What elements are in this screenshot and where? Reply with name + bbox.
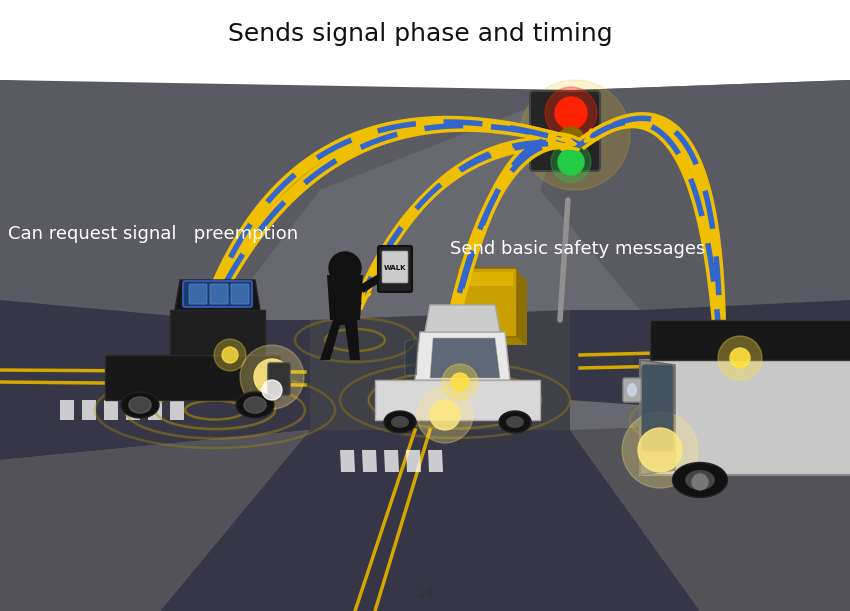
Circle shape (222, 347, 238, 363)
Text: Can request signal   preemption: Can request signal preemption (8, 225, 298, 243)
FancyBboxPatch shape (530, 91, 600, 171)
Ellipse shape (384, 411, 416, 433)
Circle shape (545, 87, 597, 139)
Polygon shape (360, 270, 387, 293)
Ellipse shape (244, 397, 266, 413)
FancyBboxPatch shape (458, 268, 517, 337)
Polygon shape (460, 335, 527, 345)
Circle shape (451, 373, 469, 391)
Polygon shape (340, 450, 355, 472)
Polygon shape (310, 310, 570, 430)
Circle shape (442, 364, 478, 400)
Polygon shape (462, 272, 513, 286)
Circle shape (551, 142, 591, 182)
FancyBboxPatch shape (183, 281, 252, 307)
Polygon shape (405, 338, 417, 375)
Polygon shape (650, 320, 850, 360)
Polygon shape (0, 300, 310, 460)
Polygon shape (430, 338, 500, 378)
Polygon shape (384, 450, 399, 472)
Ellipse shape (506, 416, 524, 428)
Polygon shape (362, 450, 377, 472)
Circle shape (638, 428, 682, 472)
Polygon shape (570, 300, 850, 420)
Polygon shape (126, 400, 140, 420)
Polygon shape (327, 275, 363, 320)
Polygon shape (175, 280, 260, 310)
FancyBboxPatch shape (268, 363, 290, 395)
FancyBboxPatch shape (642, 365, 673, 451)
Polygon shape (0, 80, 850, 611)
Ellipse shape (236, 392, 274, 418)
Ellipse shape (129, 397, 151, 413)
Polygon shape (515, 270, 527, 345)
Ellipse shape (121, 392, 159, 418)
FancyBboxPatch shape (378, 246, 412, 292)
Circle shape (520, 80, 630, 190)
Circle shape (558, 127, 584, 153)
FancyBboxPatch shape (231, 284, 249, 304)
Circle shape (430, 400, 460, 430)
Polygon shape (0, 80, 575, 320)
Polygon shape (0, 0, 850, 100)
Circle shape (622, 412, 698, 488)
Polygon shape (105, 355, 280, 400)
Circle shape (417, 387, 473, 443)
Polygon shape (170, 310, 265, 355)
Circle shape (240, 345, 304, 409)
Ellipse shape (672, 463, 728, 497)
Polygon shape (570, 420, 850, 611)
Circle shape (329, 252, 361, 284)
Polygon shape (320, 320, 360, 360)
Polygon shape (148, 400, 162, 420)
Polygon shape (82, 400, 96, 420)
FancyBboxPatch shape (210, 284, 228, 304)
Polygon shape (425, 305, 500, 332)
Circle shape (555, 97, 587, 129)
Circle shape (718, 336, 762, 380)
Circle shape (558, 149, 584, 175)
Text: Send basic safety messages: Send basic safety messages (450, 240, 706, 258)
Text: WALK: WALK (383, 265, 406, 271)
Circle shape (692, 474, 708, 490)
Polygon shape (415, 332, 510, 380)
Circle shape (214, 339, 246, 371)
Polygon shape (375, 380, 540, 420)
Polygon shape (640, 360, 675, 475)
Polygon shape (0, 430, 310, 611)
Polygon shape (428, 450, 443, 472)
Circle shape (262, 380, 282, 400)
Ellipse shape (627, 383, 637, 397)
Polygon shape (540, 80, 850, 310)
Polygon shape (170, 400, 184, 420)
Polygon shape (104, 400, 118, 420)
FancyBboxPatch shape (189, 284, 207, 304)
Polygon shape (160, 430, 700, 611)
FancyBboxPatch shape (382, 251, 408, 283)
Ellipse shape (391, 416, 409, 428)
Ellipse shape (685, 470, 715, 490)
Circle shape (730, 348, 750, 368)
Ellipse shape (499, 411, 531, 433)
FancyBboxPatch shape (623, 378, 641, 402)
Polygon shape (60, 400, 74, 420)
Text: 14: 14 (416, 586, 434, 600)
Polygon shape (640, 360, 850, 475)
Polygon shape (406, 450, 421, 472)
Circle shape (254, 359, 290, 395)
Text: Sends signal phase and timing: Sends signal phase and timing (228, 22, 612, 46)
